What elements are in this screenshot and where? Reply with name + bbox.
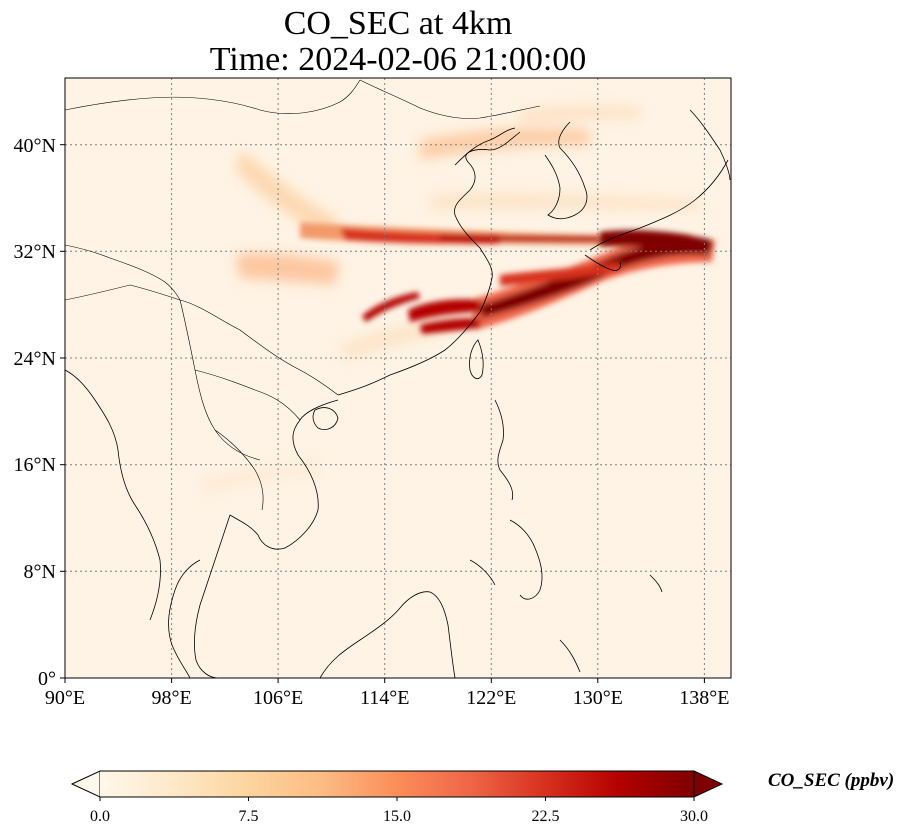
colorbar-tick-label: 30.0 (680, 808, 708, 825)
colorbar: 0.0 7.5 15.0 22.5 30.0 (70, 770, 724, 825)
x-tick-label: 114°E (360, 687, 409, 709)
colorbar-tick-label: 15.0 (383, 808, 411, 825)
colorbar-min-extend (70, 770, 101, 798)
x-tick-label: 138°E (679, 687, 729, 709)
y-tick-label: 8°N (24, 561, 56, 583)
colorbar-tick-label: 7.5 (239, 808, 259, 825)
y-tick-label: 24°N (14, 348, 56, 370)
coastlines (65, 79, 731, 678)
y-tick-label: 40°N (14, 135, 56, 157)
x-axis-ticks (64, 678, 705, 683)
x-tick-label: 98°E (151, 687, 191, 709)
x-tick-label: 106°E (253, 687, 303, 709)
y-tick-label: 32°N (14, 241, 56, 263)
colorbar-tick-label: 0.0 (90, 808, 110, 825)
colorbar-max-extend (693, 770, 724, 798)
map-frame (64, 77, 732, 679)
colorbar-tick-label: 22.5 (532, 808, 560, 825)
x-tick-label: 130°E (573, 687, 623, 709)
y-axis-ticks (60, 144, 65, 679)
colorbar-gradient (100, 771, 694, 797)
concentration-field (200, 105, 715, 492)
x-tick-label: 122°E (466, 687, 516, 709)
y-tick-label: 0° (38, 668, 56, 690)
map-background (65, 78, 731, 678)
gridlines (65, 78, 731, 678)
x-tick-label: 90°E (45, 687, 85, 709)
plot-time-subtitle: Time: 2024-02-06 21:00:00 (209, 41, 587, 78)
y-tick-label: 16°N (14, 454, 56, 476)
plot-title: CO_SEC at 4km (283, 5, 513, 42)
colorbar-label: CO_SEC (ppbv) (768, 770, 895, 791)
